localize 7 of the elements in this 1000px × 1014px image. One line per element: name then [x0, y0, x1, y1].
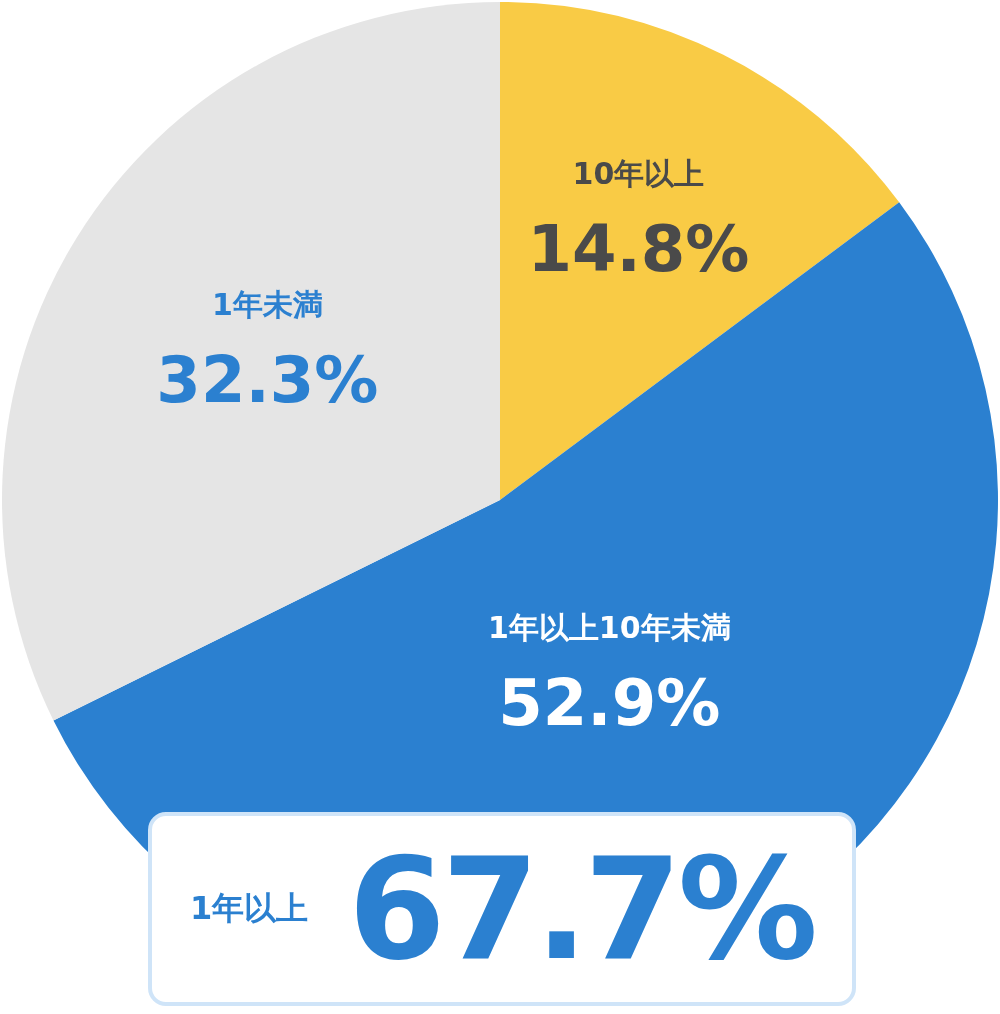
data-label: 14.8% [527, 211, 750, 286]
slice-label: 1年未満 [211, 287, 323, 323]
data-label: 52.9% [498, 665, 721, 740]
callout-box: 1年以上 67.7% [148, 812, 856, 1006]
data-label: 32.3% [156, 343, 379, 418]
slice-label: 10年以上 [572, 155, 705, 191]
slice-label: 1年以上10年未満 [487, 610, 731, 646]
